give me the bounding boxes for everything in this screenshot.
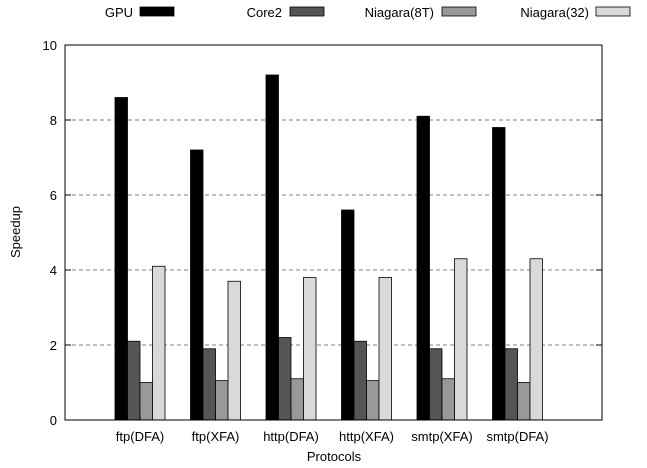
bar-gpu-4 (416, 115, 430, 421)
bar-gpu-0 (114, 97, 128, 421)
x-axis-ticks: ftp(DFA) ftp(XFA) http(DFA) http(XFA) smtp(X… (116, 414, 549, 444)
bar-gpu-1 (190, 149, 204, 421)
legend-swatch (595, 6, 631, 17)
bar-niagara-32-5 (529, 258, 543, 421)
bar-gpu-3 (341, 209, 355, 421)
bar-niagara-32-4 (454, 258, 468, 421)
bar-core2-5 (504, 348, 518, 421)
bar-gpu-2 (265, 74, 279, 421)
y-tick-label: 8 (50, 113, 57, 128)
x-tick-label: http(XFA) (339, 429, 394, 444)
bar-core2-1 (202, 348, 216, 421)
bar-core2-4 (429, 348, 443, 421)
x-tick-label: smtp(DFA) (486, 429, 548, 444)
bar-niagara-32-2 (303, 277, 317, 421)
bar-niagara-32-1 (227, 280, 241, 421)
y-tick-label: 4 (50, 263, 57, 278)
x-tick-label: ftp(XFA) (192, 429, 240, 444)
bar-niagara-8t-1 (215, 380, 229, 421)
x-tick-label: smtp(XFA) (411, 429, 472, 444)
y-tick-label: 10 (43, 38, 57, 53)
x-tick-label: ftp(DFA) (116, 429, 164, 444)
legend: GPU Core2 Niagara(8T) Niagara(32) (105, 5, 631, 20)
grid-lines (65, 119, 602, 346)
legend-label: GPU (105, 5, 133, 20)
bar-niagara-8t-4 (441, 378, 455, 421)
bar-niagara-32-0 (152, 265, 166, 421)
legend-label: Niagara(32) (520, 5, 589, 20)
x-axis-label: Protocols (307, 449, 362, 464)
legend-swatch (139, 6, 175, 17)
bar-core2-3 (353, 340, 367, 421)
bar-gpu-5 (492, 127, 506, 421)
bar-core2-2 (278, 337, 292, 421)
y-tick-label: 0 (50, 413, 57, 428)
legend-label: Niagara(8T) (365, 5, 434, 20)
plot-frame (64, 44, 603, 421)
bar-niagara-8t-5 (517, 382, 531, 421)
y-axis-label: Speedup (8, 206, 23, 258)
bar-niagara-8t-3 (366, 380, 380, 421)
bar-niagara-32-3 (378, 277, 392, 421)
y-tick-label: 2 (50, 338, 57, 353)
x-tick-label: http(DFA) (263, 429, 319, 444)
bar-niagara-8t-2 (290, 378, 304, 421)
legend-swatch (289, 6, 325, 17)
bars (114, 74, 543, 421)
bar-core2-0 (127, 340, 141, 421)
bar-niagara-8t-0 (139, 382, 153, 421)
y-tick-label: 6 (50, 188, 57, 203)
legend-swatch (441, 6, 477, 17)
legend-label: Core2 (247, 5, 282, 20)
